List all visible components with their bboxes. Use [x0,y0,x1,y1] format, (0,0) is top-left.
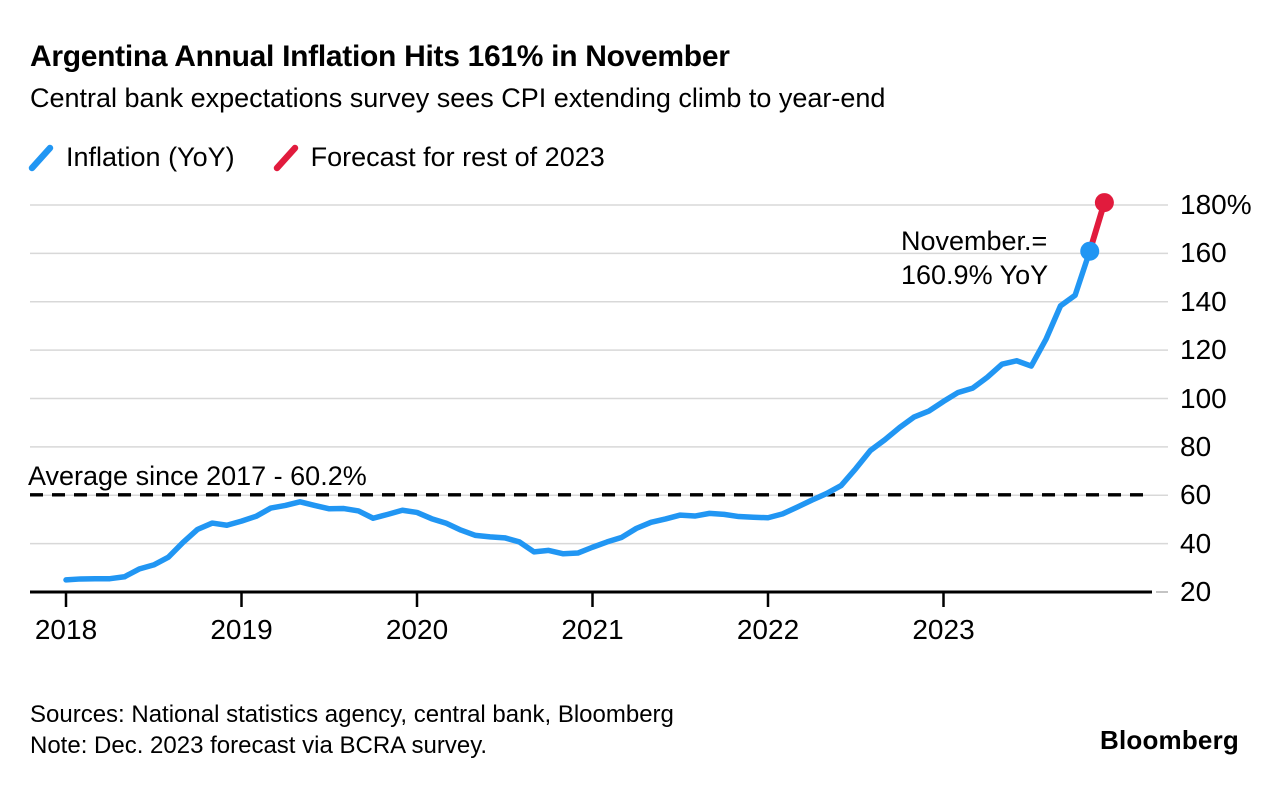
chart-subtitle: Central bank expectations survey sees CP… [30,83,886,113]
november-annotation: November.= 160.9% YoY [901,224,1048,292]
x-axis-label-2023: 2023 [912,614,975,645]
average-line-label: Average since 2017 - 60.2% [28,461,367,491]
sources-text: Sources: National statistics agency, cen… [30,701,674,728]
legend-item-forecast: Forecast for rest of 2023 [273,142,605,173]
y-axis-label-180pct: 180% [1180,189,1252,220]
forecast-end-dot [1094,193,1114,213]
y-axis-label-140: 140 [1180,285,1227,317]
y-axis-label-40: 40 [1180,527,1212,559]
legend-label: Forecast for rest of 2023 [310,142,605,172]
blue-line-swatch-icon [28,144,54,171]
x-axis-label-2018: 2018 [34,614,98,645]
chart-title: Argentina Annual Inflation Hits 161% in … [30,40,730,73]
y-axis-label-120: 120 [1180,334,1227,366]
inflation-line [63,248,1093,583]
november-dot [1080,241,1100,261]
y-axis-label-160: 160 [1180,237,1227,269]
x-axis-label-2019: 2019 [210,614,273,645]
y-axis-label-20: 20 [1180,576,1212,607]
chart-legend: Inflation (YoY) Forecast for rest of 2023 [28,142,605,173]
y-axis-label-80: 80 [1180,430,1212,462]
legend-item-inflation: Inflation (YoY) [28,142,235,173]
note-text: Note: Dec. 2023 forecast via BCRA survey… [30,732,488,759]
annotation-line-1: November.= [901,226,1048,256]
bloomberg-logo: Bloomberg [1099,725,1239,755]
legend-label: Inflation (YoY) [66,142,235,172]
x-axis-label-2022: 2022 [736,614,800,645]
y-axis-label-100: 100 [1180,382,1227,414]
red-line-swatch-icon [273,144,298,171]
x-axis-label-2020: 2020 [385,614,449,645]
y-axis-label-60: 60 [1180,479,1212,511]
x-axis-label-2021: 2021 [561,614,624,645]
annotation-line-2: 160.9% YoY [901,260,1049,290]
